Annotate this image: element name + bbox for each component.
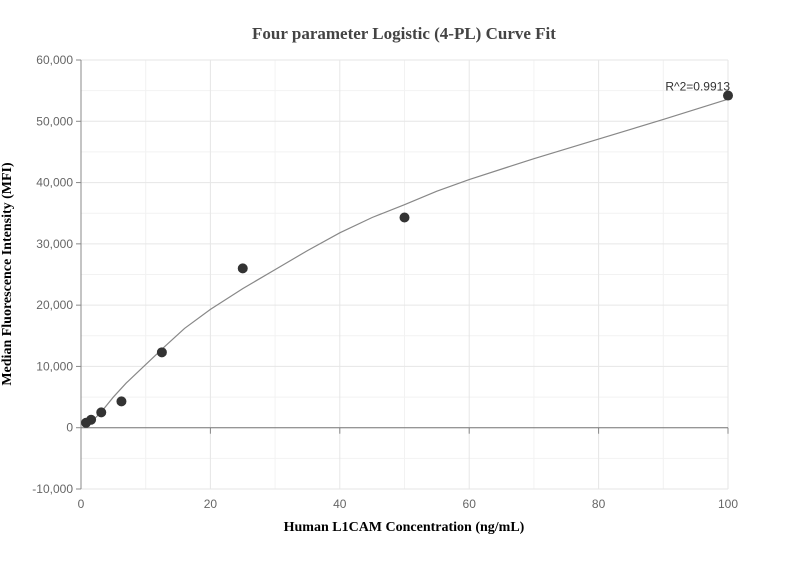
grid-layer	[80, 59, 729, 490]
x-axis-title: Human L1CAM Concentration (ng/mL)	[284, 520, 525, 535]
y-tick-label: 50,000	[36, 114, 73, 128]
data-point	[116, 396, 127, 407]
y-tick-label: 0	[66, 421, 73, 435]
x-tick-label: 60	[463, 497, 477, 511]
data-point	[237, 263, 248, 274]
data-point	[96, 407, 107, 418]
points-layer	[81, 90, 733, 428]
data-point	[399, 212, 410, 223]
y-tick-label: 20,000	[36, 298, 73, 312]
y-tick-label: 10,000	[36, 359, 73, 373]
curve-layer	[84, 98, 729, 426]
x-tick-label: 0	[78, 497, 85, 511]
chart-title: Four parameter Logistic (4-PL) Curve Fit	[252, 24, 556, 43]
label-layer: 0 20 40 60 80 100 -10,000 0 10,000 20,000 30,000 40…	[32, 53, 738, 511]
x-tick-label: 100	[718, 497, 738, 511]
fit-curve-line	[84, 98, 729, 426]
y-tick-label: 30,000	[36, 237, 73, 251]
axis-layer	[76, 59, 729, 490]
data-point	[723, 90, 733, 101]
y-tick-label: -10,000	[32, 482, 73, 496]
y-axis-title: Median Fluorescence Intensity (MFI)	[0, 162, 15, 386]
data-point	[86, 414, 97, 425]
data-point	[156, 347, 167, 358]
x-tick-label: 80	[592, 497, 606, 511]
r-squared-annotation: R^2=0.9913	[665, 80, 730, 94]
y-tick-label: 40,000	[36, 176, 73, 190]
y-tick-label: 60,000	[36, 53, 73, 67]
x-tick-label: 20	[204, 497, 218, 511]
x-tick-label: 40	[333, 497, 347, 511]
